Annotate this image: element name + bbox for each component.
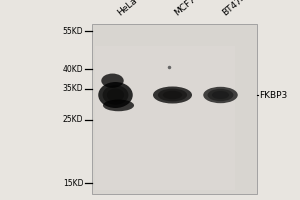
Ellipse shape xyxy=(212,91,229,99)
Text: 35KD: 35KD xyxy=(63,84,83,93)
Ellipse shape xyxy=(203,87,238,103)
Text: 55KD: 55KD xyxy=(63,26,83,36)
Text: HeLa: HeLa xyxy=(116,0,139,18)
Ellipse shape xyxy=(107,88,124,102)
Ellipse shape xyxy=(208,89,233,101)
Text: BT474: BT474 xyxy=(220,0,248,18)
Text: 40KD: 40KD xyxy=(63,64,83,73)
FancyBboxPatch shape xyxy=(94,46,235,190)
FancyBboxPatch shape xyxy=(92,24,256,194)
Ellipse shape xyxy=(158,89,187,101)
Ellipse shape xyxy=(101,74,124,88)
Ellipse shape xyxy=(163,91,182,99)
Text: 25KD: 25KD xyxy=(63,116,83,124)
Text: FKBP3: FKBP3 xyxy=(260,90,288,99)
Ellipse shape xyxy=(98,82,133,108)
Ellipse shape xyxy=(153,86,192,104)
Text: 15KD: 15KD xyxy=(63,178,83,188)
Text: MCF7: MCF7 xyxy=(172,0,197,18)
Ellipse shape xyxy=(103,85,128,105)
Ellipse shape xyxy=(103,100,134,111)
